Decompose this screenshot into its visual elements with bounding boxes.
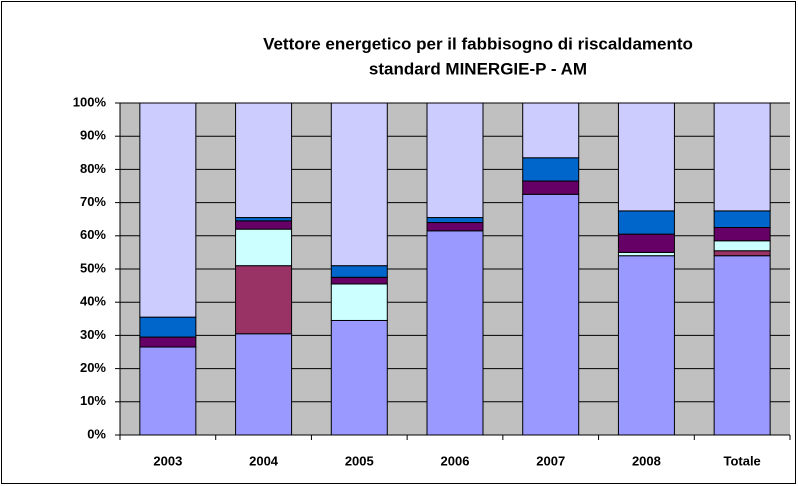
- bar-segment: [617, 255, 675, 436]
- y-tick-label: 90%: [80, 128, 106, 143]
- bar-segment: [235, 102, 293, 219]
- bar-segment: [713, 240, 771, 252]
- bar-segment: [235, 333, 293, 436]
- y-tick-label: 80%: [80, 161, 106, 176]
- bar-segment: [139, 102, 197, 318]
- bar-segment: [330, 102, 388, 267]
- y-tick-label: 30%: [80, 327, 106, 342]
- chart-title: standard MINERGIE-P - AM: [369, 59, 587, 78]
- y-tick-label: 10%: [80, 393, 106, 408]
- bar-segment: [426, 222, 484, 232]
- y-tick-label: 0%: [87, 426, 106, 441]
- bar-segment: [330, 265, 388, 278]
- bar-segment: [522, 102, 580, 159]
- bar-segment: [235, 220, 293, 230]
- chart-title: Vettore energetico per il fabbisogno di …: [263, 34, 693, 53]
- bar-segment: [426, 217, 484, 224]
- bar-segment: [713, 210, 771, 228]
- y-tick-label: 100%: [73, 94, 107, 109]
- bar-segment: [139, 316, 197, 338]
- bar-segment: [617, 210, 675, 235]
- x-tick-label: Totale: [723, 453, 760, 468]
- bar-segment: [713, 102, 771, 212]
- bar-segment: [235, 265, 293, 335]
- bar-segment: [713, 255, 771, 436]
- x-tick-label: 2005: [345, 453, 374, 468]
- bar-segment: [426, 102, 484, 219]
- x-tick-label: 2004: [249, 453, 279, 468]
- bar-segment: [330, 276, 388, 285]
- x-tick-label: 2006: [441, 453, 470, 468]
- x-tick-label: 2003: [153, 453, 182, 468]
- bar-segment: [330, 319, 388, 436]
- y-tick-label: 20%: [80, 360, 106, 375]
- bar-segment: [617, 102, 675, 212]
- bar-segment: [139, 336, 197, 348]
- y-tick-label: 70%: [80, 194, 106, 209]
- bar-segment: [522, 180, 580, 195]
- bar-segment: [522, 157, 580, 182]
- bar-segment: [713, 250, 771, 257]
- y-tick-label: 40%: [80, 294, 106, 309]
- x-tick-label: 2008: [632, 453, 661, 468]
- bar-segment: [522, 193, 580, 436]
- bar-segment: [426, 230, 484, 436]
- bar-segment: [617, 233, 675, 253]
- bar-segment: [330, 283, 388, 321]
- y-tick-label: 60%: [80, 227, 106, 242]
- bar-segment: [713, 227, 771, 242]
- y-tick-label: 50%: [80, 260, 106, 275]
- bar-segment: [235, 228, 293, 267]
- x-tick-label: 2007: [536, 453, 565, 468]
- bar-segment: [139, 346, 197, 436]
